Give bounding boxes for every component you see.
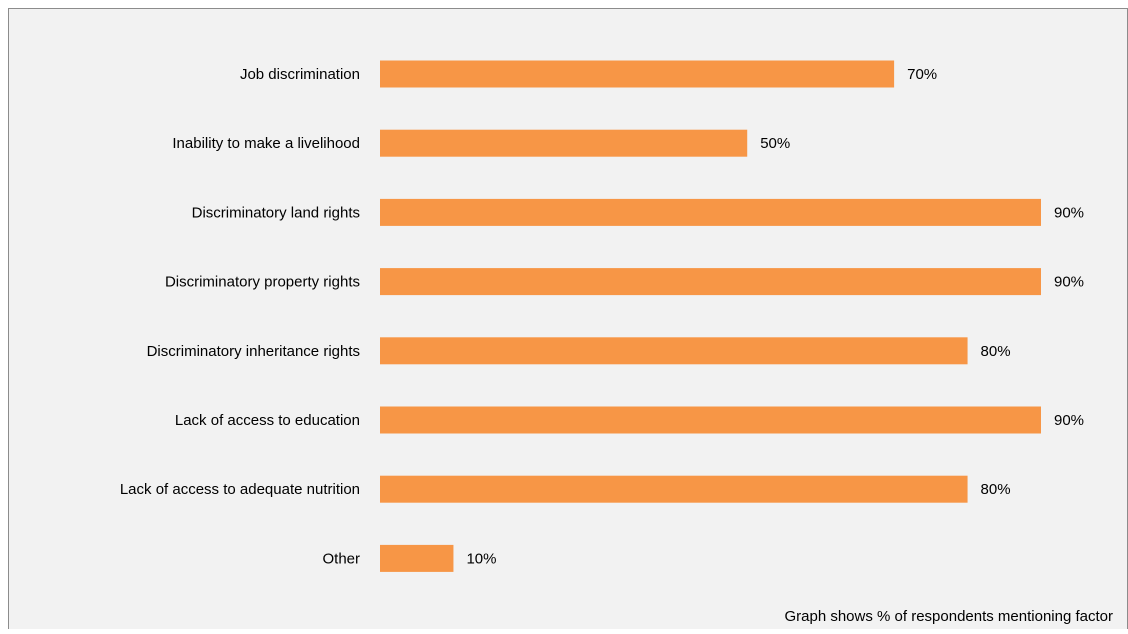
category-label-job-discrimination: Job discrimination	[240, 66, 360, 83]
data-label-discriminatory-property-rights: 90%	[1054, 274, 1084, 291]
category-label-other: Other	[322, 550, 360, 567]
data-label-job-discrimination: 70%	[907, 66, 937, 83]
bar-discriminatory-inheritance-rights	[380, 337, 968, 365]
footnote: Graph shows % of respondents mentioning …	[784, 608, 1113, 625]
category-label-discriminatory-property-rights: Discriminatory property rights	[165, 274, 360, 291]
data-label-discriminatory-inheritance-rights: 80%	[981, 343, 1011, 360]
data-labels: 70% 50% 90% 90% 80% 90% 80% 10%	[466, 66, 1084, 567]
bar-inability-to-make-a-livelihood	[380, 129, 748, 157]
data-label-other: 10%	[466, 550, 496, 567]
category-label-discriminatory-land-rights: Discriminatory land rights	[192, 204, 360, 221]
category-label-discriminatory-inheritance-rights: Discriminatory inheritance rights	[147, 343, 360, 360]
bars	[380, 60, 1041, 572]
bar-lack-of-access-to-adequate-nutrition	[380, 475, 968, 503]
chart-background	[8, 8, 1128, 634]
category-labels: Job discrimination Inability to make a li…	[120, 66, 360, 567]
data-label-lack-of-access-to-education: 90%	[1054, 412, 1084, 429]
category-label-lack-of-access-to-education: Lack of access to education	[175, 412, 360, 429]
bar-other	[380, 544, 454, 572]
bar-job-discrimination	[380, 60, 895, 88]
data-label-discriminatory-land-rights: 90%	[1054, 204, 1084, 221]
category-label-lack-of-access-to-adequate-nutrition: Lack of access to adequate nutrition	[120, 481, 360, 498]
data-label-inability-to-make-a-livelihood: 50%	[760, 135, 790, 152]
bar-discriminatory-land-rights	[380, 198, 1041, 226]
bar-discriminatory-property-rights	[380, 268, 1041, 296]
category-label-inability-to-make-a-livelihood: Inability to make a livelihood	[172, 135, 360, 152]
data-label-lack-of-access-to-adequate-nutrition: 80%	[981, 481, 1011, 498]
bar-lack-of-access-to-education	[380, 406, 1041, 434]
